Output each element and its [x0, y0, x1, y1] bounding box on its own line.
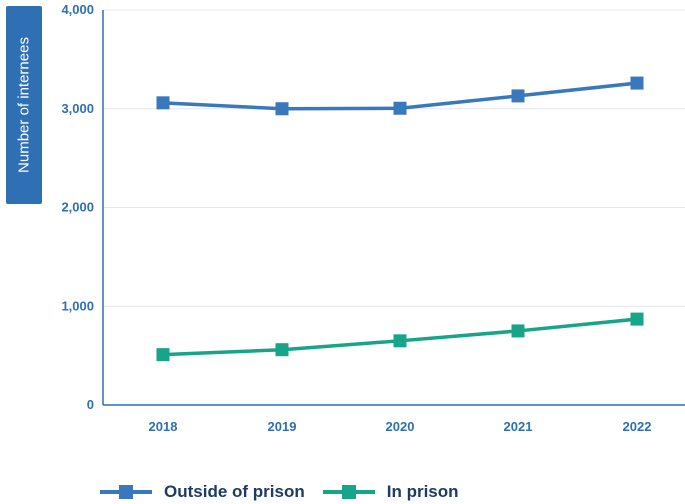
- y-tick-label-0: 0: [87, 397, 94, 412]
- y-tick-label-3000: 3,000: [61, 101, 94, 116]
- y-tick-label-2000: 2,000: [61, 200, 94, 215]
- x-tick-label-2021: 2021: [504, 419, 533, 434]
- legend-item-outside: Outside of prison: [100, 482, 305, 502]
- y-tick-label-1000: 1,000: [61, 298, 94, 313]
- legend: Outside of prison In prison: [100, 482, 477, 502]
- series-0-point-2018: [156, 96, 170, 110]
- x-tick-label-2020: 2020: [386, 419, 415, 434]
- y-axis-label-box: [6, 6, 42, 204]
- legend-swatch-outside: [100, 485, 152, 499]
- series-0-point-2021: [511, 89, 525, 103]
- series-1-point-2021: [511, 324, 525, 338]
- legend-label-in-prison: In prison: [386, 482, 459, 501]
- y-tick-label-4000: 4,000: [61, 2, 94, 17]
- series-0-point-2022: [630, 76, 644, 90]
- x-tick-label-2019: 2019: [268, 419, 297, 434]
- legend-swatch-in-prison: [322, 485, 375, 499]
- y-axis-label: Number of internees: [15, 37, 33, 173]
- legend-item-in-prison: In prison: [322, 482, 459, 502]
- x-tick-label-2022: 2022: [623, 419, 652, 434]
- series-0-point-2020: [393, 101, 407, 115]
- series-1-point-2022: [630, 312, 644, 326]
- series-1-point-2019: [275, 343, 289, 357]
- series-0-point-2019: [275, 102, 289, 116]
- legend-label-outside: Outside of prison: [164, 482, 305, 501]
- series-1-point-2018: [156, 348, 170, 362]
- series-1-point-2020: [393, 334, 407, 348]
- x-tick-label-2018: 2018: [149, 419, 178, 434]
